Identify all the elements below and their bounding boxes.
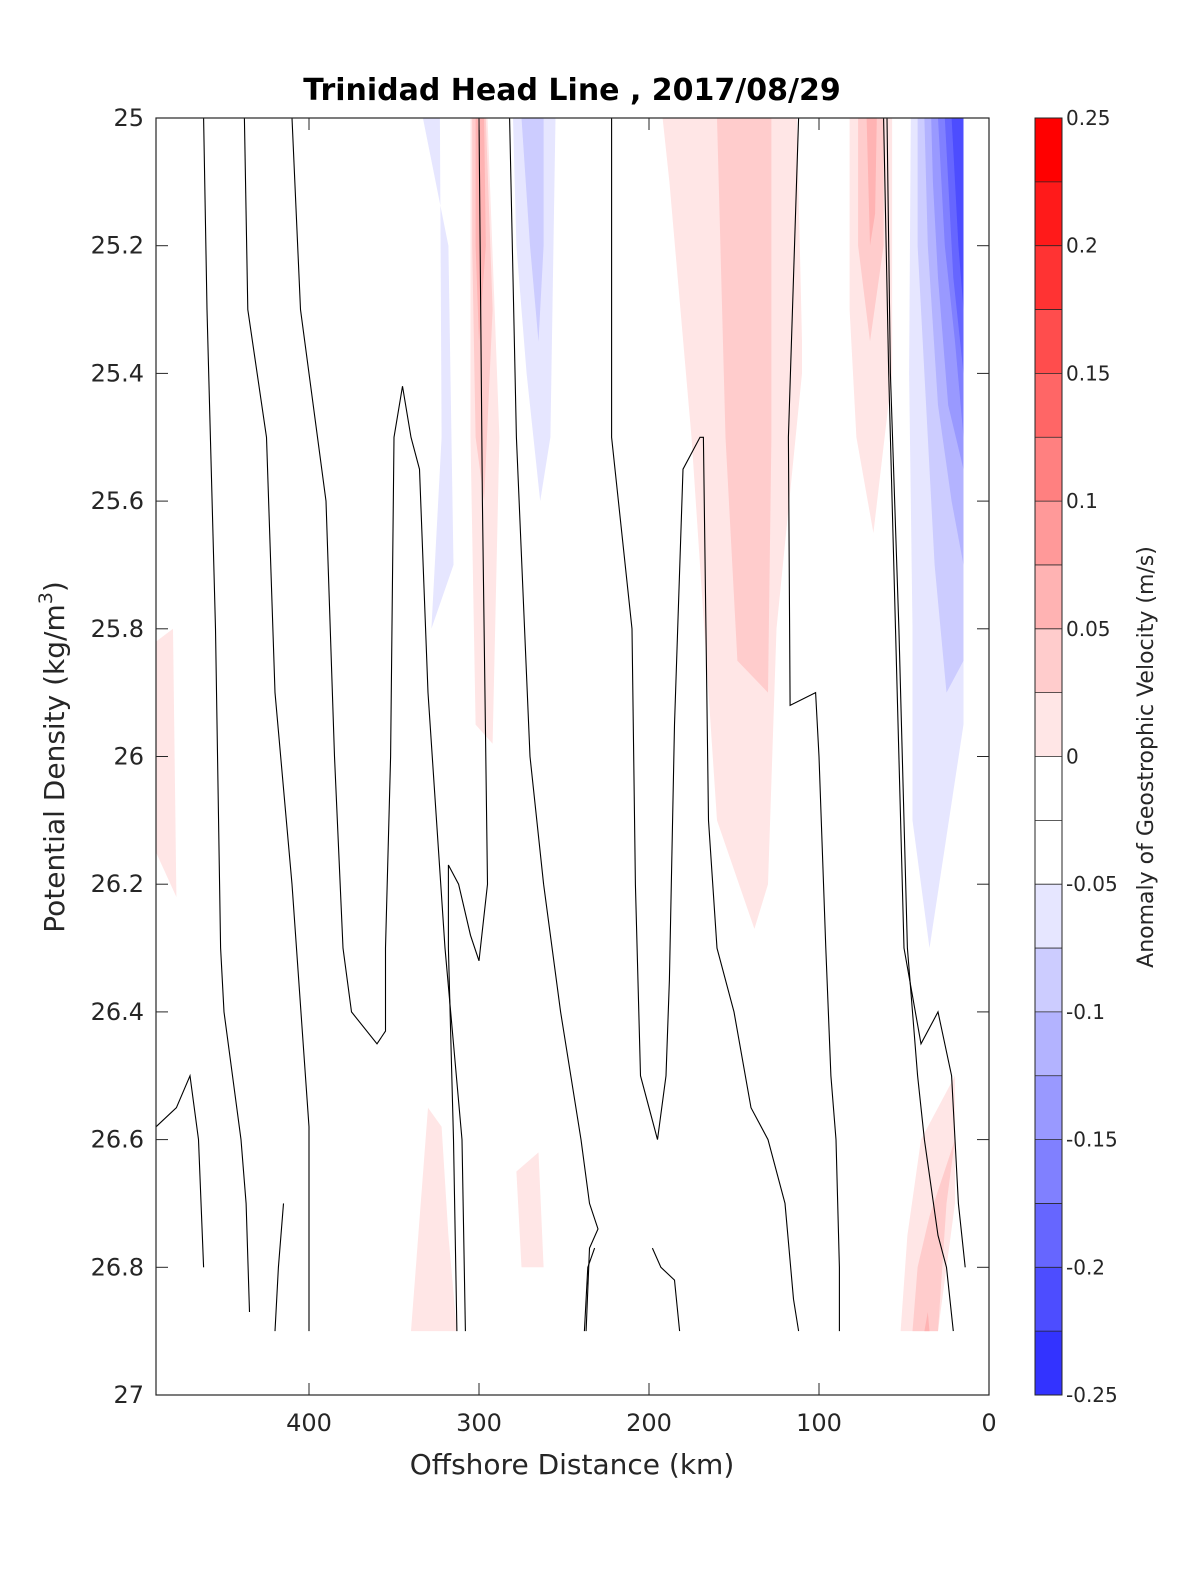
- colorbar-swatch: [1035, 118, 1062, 183]
- colorbar-tick-label: 0.05: [1066, 617, 1111, 641]
- colorbar-swatch: [1035, 1011, 1062, 1077]
- velocity-fill-region-31: [156, 1254, 194, 1332]
- colorbar-swatch: [1035, 692, 1062, 757]
- y-axis: 25 25.2 25.4 25.6 25.8 26 26.2 26.4 26.6 26.8 27: [91, 104, 989, 1409]
- y-axis-label-close: ): [38, 581, 71, 592]
- velocity-fill-region-24: [475, 1114, 507, 1332]
- colorbar-swatch: [1035, 309, 1062, 374]
- colorbar-tick-label: -0.05: [1066, 872, 1118, 896]
- contour-line-7: [883, 117, 966, 1268]
- colorbar-swatch: [1035, 756, 1062, 821]
- colorbar-swatch: [1035, 245, 1062, 311]
- contour-line-10: [583, 1247, 596, 1332]
- velocity-fill-region-25: [516, 1152, 544, 1268]
- contour-line-1: [243, 117, 310, 1332]
- colorbar-tick-label: -0.2: [1066, 1255, 1105, 1279]
- velocity-fill-region-23: [411, 1107, 457, 1332]
- contour-line-0: [203, 117, 251, 1313]
- x-axis: 400 300 200 100 0: [286, 118, 997, 1437]
- colorbar-tick-label: 0.2: [1066, 234, 1098, 258]
- y-tick-label: 27: [113, 1381, 144, 1409]
- velocity-fill-region-30: [924, 1312, 930, 1332]
- colorbar-frame: [1034, 117, 1063, 1396]
- colorbar-swatch: [1035, 501, 1062, 566]
- x-tick-label: 400: [286, 1409, 332, 1437]
- contour-line-2: [291, 117, 466, 1332]
- contour-line-12: [274, 1203, 285, 1332]
- colorbar-swatch: [1035, 1331, 1062, 1396]
- x-tick-label: 0: [981, 1409, 996, 1437]
- velocity-fill-region-7: [521, 118, 544, 342]
- contour-line-9: [155, 1073, 205, 1268]
- chart-title: Trinidad Head Line , 2017/08/29: [303, 73, 840, 108]
- velocity-fill-region-4: [475, 118, 486, 342]
- colorbar-swatch: [1035, 1203, 1062, 1268]
- velocity-fill-region-26: [696, 1216, 777, 1332]
- y-tick-label: 26: [113, 743, 144, 771]
- velocity-fill-region-27: [853, 1248, 874, 1332]
- x-tick-label: 300: [456, 1409, 502, 1437]
- y-axis-label: Potential Density (kg/m3): [35, 581, 71, 933]
- colorbar-swatch: [1035, 437, 1062, 502]
- colorbar-tick-label: 0.25: [1066, 106, 1111, 130]
- colorbar-tick-label: -0.15: [1066, 1128, 1118, 1152]
- y-axis-label-superscript: 3: [35, 592, 57, 604]
- contour-line-6: [787, 117, 840, 1332]
- colorbar-tick-label: 0.1: [1066, 489, 1098, 513]
- colorbar-tick-label: -0.25: [1066, 1383, 1118, 1407]
- colorbar-swatch: [1035, 1075, 1062, 1141]
- contour-line-8: [886, 117, 954, 1332]
- y-tick-label: 25.2: [91, 232, 144, 260]
- velocity-fill-region-22: [156, 628, 177, 897]
- y-tick-label: 25.6: [91, 487, 144, 515]
- contour-line-layer: [155, 117, 966, 1332]
- y-tick-label: 25.8: [91, 615, 144, 643]
- colorbar-tick-label: -0.1: [1066, 1000, 1105, 1024]
- contour-line-11: [651, 1247, 681, 1332]
- contour-line-3: [447, 117, 489, 1332]
- velocity-fill-region-10: [796, 118, 826, 419]
- y-tick-label: 26.6: [91, 1126, 144, 1154]
- y-tick-label: 25.4: [91, 359, 144, 387]
- contour-line-5: [611, 118, 800, 1332]
- velocity-fill-region-13: [866, 118, 877, 246]
- y-tick-label: 26.8: [91, 1253, 144, 1281]
- velocity-fill-region-29: [912, 1139, 955, 1332]
- colorbar-tick-label: 0: [1066, 745, 1079, 769]
- colorbar-swatch: [1035, 1267, 1062, 1332]
- velocity-fill-region-1: [422, 118, 454, 629]
- y-tick-label: 26.4: [91, 998, 144, 1026]
- contour-fill-layer: [156, 118, 964, 1332]
- velocity-fill-region-0: [402, 118, 471, 872]
- contour-line-4: [509, 117, 599, 1332]
- colorbar-swatch: [1035, 948, 1062, 1013]
- colorbar-swatch: [1035, 884, 1062, 949]
- colorbar-swatch: [1035, 820, 1062, 885]
- colorbar-swatch: [1035, 1139, 1062, 1204]
- colorbar-swatch: [1035, 373, 1062, 438]
- colorbar-label: Anomaly of Geostrophic Velocity (m/s): [1134, 546, 1159, 968]
- y-axis-label-text: Potential Density (kg/m: [38, 604, 71, 933]
- colorbar: 0.25 0.2 0.15 0.1 0.05 0 -0.05 -0.1 -0.15 -0.2 -0.…: [1034, 106, 1118, 1407]
- velocity-fill-region-9: [717, 118, 772, 693]
- y-tick-label: 25: [113, 104, 144, 132]
- colorbar-tick-label: 0.15: [1066, 361, 1111, 385]
- colorbar-swatch: [1035, 564, 1062, 630]
- y-tick-label: 26.2: [91, 870, 144, 898]
- colorbar-swatch: [1035, 628, 1062, 694]
- x-tick-label: 200: [626, 1409, 672, 1437]
- x-axis-label: Offshore Distance (km): [410, 1448, 735, 1481]
- x-tick-label: 100: [796, 1409, 842, 1437]
- velocity-fill-region-6: [513, 118, 556, 502]
- colorbar-swatch: [1035, 181, 1062, 247]
- velocity-fill-region-21: [951, 118, 964, 310]
